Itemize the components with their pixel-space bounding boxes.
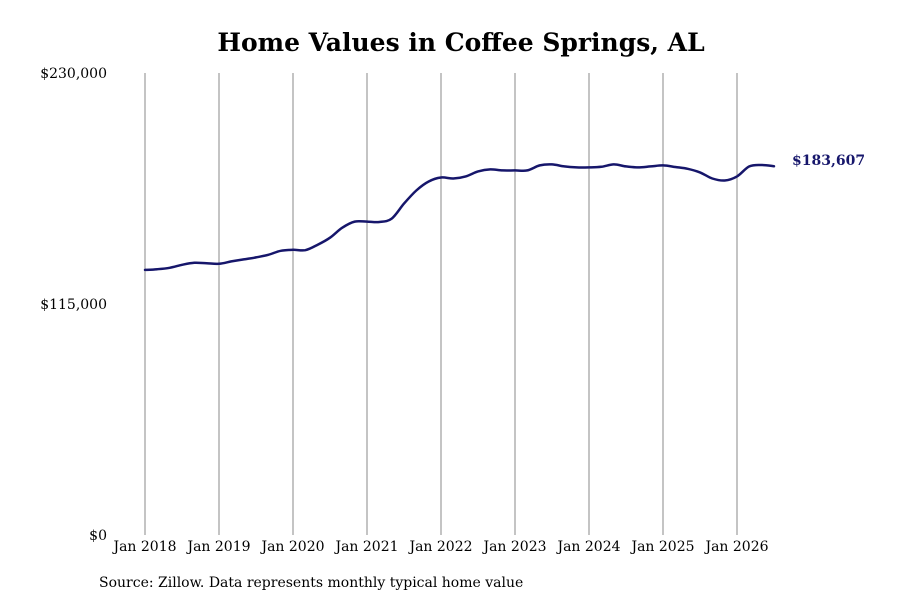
x-tick-label: Jan 2025: [629, 539, 694, 555]
gridlines: [144, 73, 738, 535]
x-tick-label: Jan 2024: [555, 539, 620, 555]
x-tick-label: Jan 2020: [259, 539, 324, 555]
x-tick-label: Jan 2023: [481, 539, 546, 555]
source-note: Source: Zillow. Data represents monthly …: [99, 575, 523, 591]
x-tick-label: Jan 2018: [111, 539, 176, 555]
latest-value-label: $183,607: [792, 153, 865, 169]
home-value-line: [143, 163, 776, 272]
x-tick-label: Jan 2022: [407, 539, 472, 555]
chart-title: Home Values in Coffee Springs, AL: [217, 28, 705, 57]
y-tick-label: $230,000: [40, 66, 107, 82]
x-axis-ticks: Jan 2018 Jan 2019 Jan 2020 Jan 2021 Jan 2022…: [111, 539, 768, 555]
y-tick-label: $115,000: [40, 297, 107, 313]
x-tick-label: Jan 2026: [703, 539, 768, 555]
x-tick-label: Jan 2019: [185, 539, 250, 555]
x-tick-label: Jan 2021: [333, 539, 398, 555]
y-tick-label: $0: [89, 528, 107, 544]
y-axis-ticks: $0 $115,000 $230,000: [40, 66, 107, 544]
